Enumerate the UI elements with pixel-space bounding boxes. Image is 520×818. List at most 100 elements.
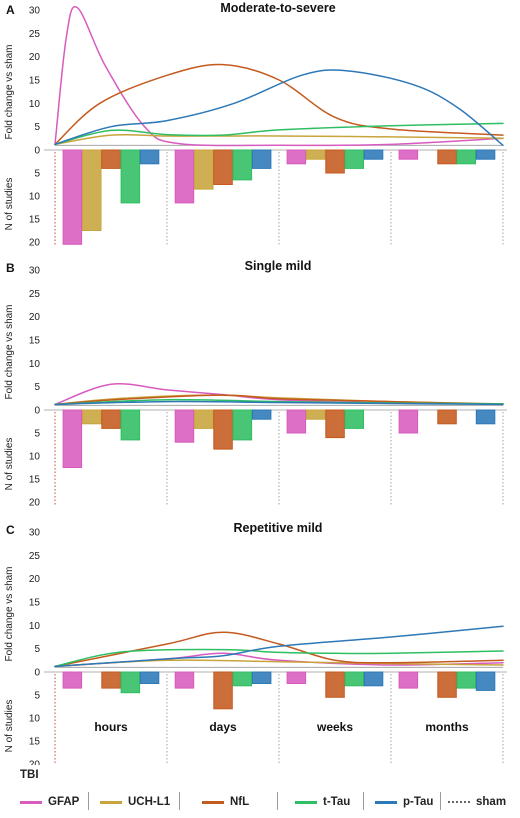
panel-letter: C [6,523,15,537]
bar-gfap-hours [62,409,83,468]
panel-title: Single mild [245,259,312,273]
y-tick-label: 20 [29,574,41,585]
line-ptau [54,69,504,147]
legend-swatch [295,800,317,804]
legend-label: sham [476,796,507,808]
bar-ptau-weeks [363,149,384,160]
bar-ttau-weeks [344,149,364,169]
bar-nfl-days [213,149,233,185]
bar-ttau-days [232,671,253,687]
y-tick-label: 5 [34,644,40,655]
bar-gfap-weeks [286,149,307,165]
legend-label: NfL [230,796,250,808]
y-tick-label: 30 [29,6,41,17]
legend-swatch [100,800,122,804]
bar-ptau-days [251,409,272,420]
bar-ttau-hours [120,671,141,694]
panel-letter: B [6,261,15,275]
bar-ptau-hours [139,671,160,684]
legend-divider [363,792,364,810]
line-nfl [54,394,504,406]
legend-swatch [202,800,224,804]
bar-gfap-months [398,671,419,689]
y-tick-label: 5 [34,691,40,702]
bar-ttau-weeks [344,671,364,687]
legend-divider [439,792,441,810]
x-category-label: months [425,720,469,734]
y-tick-label: 15 [29,475,41,486]
y-tick-label: 0 [34,406,40,417]
bar-gfap-days [174,671,195,689]
bar-ttau-months [456,671,476,689]
bar-ttau-hours [120,409,141,441]
legend-swatch [375,800,397,804]
y-axis-label-lower: N of studies [4,700,15,753]
legend-item-gfap: GFAP [20,794,79,810]
y-tick-label: 25 [29,289,41,300]
line-uchl1 [54,659,504,668]
line-ttau [54,648,504,668]
bar-ptau-days [251,671,272,684]
bar-ptau-days [251,149,272,169]
line-ptau [54,400,504,406]
y-tick-label: 15 [29,737,41,748]
bar-nfl-days [213,409,233,450]
legend: GFAP UCH-L1 NfL t-Tau p-Tau sham [0,786,520,816]
bar-ptau-months [475,149,496,160]
line-uchl1 [54,133,504,146]
bar-gfap-months [398,409,419,434]
bar-ttau-weeks [344,409,364,429]
y-tick-label: 10 [29,714,41,725]
legend-label: t-Tau [323,796,351,808]
legend-item-uchl1: UCH-L1 [100,794,170,810]
legend-divider [88,792,89,810]
bar-ttau-days [232,409,253,441]
y-axis-label-upper: Fold change vs sham [4,304,15,399]
y-tick-label: 30 [29,266,41,277]
y-tick-label: 5 [34,169,40,180]
y-tick-label: 10 [29,99,41,110]
y-tick-label: 5 [34,122,40,133]
y-tick-label: 10 [29,621,41,632]
y-tick-label: 0 [34,668,40,679]
y-tick-label: 10 [29,192,41,203]
bar-uchl1-weeks [305,149,326,160]
bar-uchl1-days [194,409,214,429]
y-tick-label: 20 [29,498,41,509]
bar-uchl1-days [194,149,214,190]
panel-letter: A [6,3,15,17]
x-category-label: hours [94,720,128,734]
legend-item-sham: sham [448,794,506,810]
line-ttau [54,122,504,146]
line-nfl [54,63,504,146]
y-tick-label: 5 [34,382,40,393]
bar-gfap-months [398,149,419,160]
x-category-label: days [209,720,237,734]
bar-ttau-days [232,149,253,181]
bar-gfap-hours [62,671,83,689]
legend-swatch [448,801,470,803]
y-tick-label: 25 [29,551,41,562]
y-axis-label-upper: Fold change vs sham [4,44,15,139]
panel-title: Moderate-to-severe [220,1,335,15]
legend-group-label: TBI [20,769,39,781]
y-tick-label: 5 [34,429,40,440]
y-tick-label: 25 [29,29,41,40]
bar-gfap-weeks [286,409,307,434]
panel-b: B Single mild Fold change vs sham N of stud… [4,259,507,509]
bar-nfl-months [437,409,457,425]
bar-ptau-weeks [363,671,384,687]
bar-nfl-months [437,149,457,165]
bar-nfl-hours [101,149,121,169]
bar-nfl-months [437,671,457,698]
bar-nfl-weeks [325,149,345,174]
y-tick-label: 10 [29,452,41,463]
y-tick-label: 20 [29,52,41,63]
bar-uchl1-hours [82,409,102,425]
biomarker-figure: A Moderate-to-severe Fold change vs sham N … [4,1,507,765]
x-category-label: weeks [316,720,353,734]
y-tick-label: 20 [29,238,41,249]
bar-gfap-hours [62,149,83,245]
y-axis-label-lower: N of studies [4,178,15,231]
panel-title: Repetitive mild [234,521,323,535]
